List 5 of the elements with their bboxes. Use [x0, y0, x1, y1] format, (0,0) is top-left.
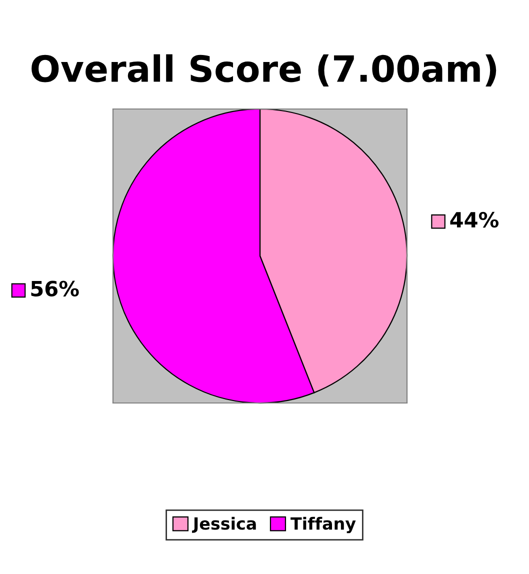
data-label: 44%: [450, 212, 499, 228]
chart-title: Overall Score (7.00am): [32, 54, 496, 86]
legend-label: Jessica: [192, 516, 256, 533]
data-label: 56%: [31, 280, 79, 296]
legend-label: Tiffany: [290, 516, 356, 534]
